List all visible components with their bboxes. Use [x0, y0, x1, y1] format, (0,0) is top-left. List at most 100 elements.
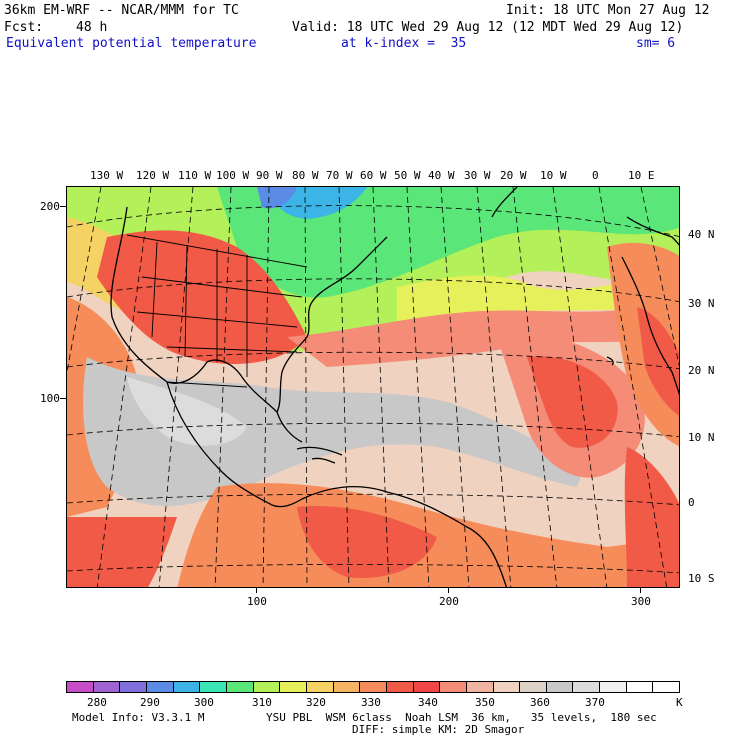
grid-x-tick	[640, 588, 641, 593]
atlantic-warm-core	[527, 356, 618, 448]
colorbar-swatch	[626, 682, 654, 692]
colorbar-swatch	[360, 682, 387, 692]
parallel-40n	[67, 205, 679, 237]
grid-y-tick	[60, 398, 66, 399]
graticule	[67, 187, 679, 587]
colorbar-label: 280	[87, 696, 107, 709]
gulf-of-guinea-warm	[624, 447, 679, 587]
colorbar-label: 340	[418, 696, 438, 709]
parallel-20n	[67, 351, 679, 370]
colorbar-swatch	[386, 682, 414, 692]
amazon-warm	[297, 506, 437, 578]
lon-label: 120 W	[136, 169, 170, 182]
lon-label: 60 W	[360, 169, 387, 182]
lon-label: 70 W	[326, 169, 353, 182]
colorbar-swatch	[253, 682, 281, 692]
colorbar-swatch	[173, 682, 201, 692]
meridian	[304, 187, 308, 587]
colorbar-swatch	[413, 682, 441, 692]
meridian	[598, 187, 668, 587]
colorbar-swatch	[440, 682, 467, 692]
dry-core	[127, 377, 247, 446]
smoothing-info: sm= 6	[636, 36, 676, 51]
lat-label: 10 S	[688, 572, 715, 585]
colorbar-swatch	[120, 682, 147, 692]
cuba-coast	[296, 446, 343, 456]
lon-label: 10 E	[628, 169, 655, 182]
parallel-30n	[67, 278, 679, 303]
grid-x-label: 300	[631, 595, 651, 608]
warm-sector-us	[97, 230, 307, 365]
colorbar-swatch	[653, 682, 680, 692]
colorbar-swatch	[306, 682, 334, 692]
colorbar-swatch	[67, 682, 94, 692]
colorbar-swatch	[493, 682, 521, 692]
lon-label: 90 W	[256, 169, 283, 182]
central-america-coast	[166, 381, 303, 508]
colorbar-label: 300	[194, 696, 214, 709]
cold-pool-core	[257, 187, 297, 209]
east-pacific-warm	[67, 517, 177, 587]
hispaniola-coast	[311, 457, 336, 464]
colorbar-swatch	[520, 682, 547, 692]
init-time: Init: 18 UTC Mon 27 Aug 12	[506, 3, 710, 18]
colorbar-unit: K	[676, 696, 683, 709]
colorbar-swatch	[466, 682, 494, 692]
grid-x-tick	[256, 588, 257, 593]
lat-label: 20 N	[688, 364, 715, 377]
colorbar-swatch	[573, 682, 601, 692]
color-scale-bar	[66, 681, 680, 693]
valid-time: Valid: 18 UTC Wed 29 Aug 12 (12 MDT Wed …	[292, 20, 684, 35]
lon-label: 130 W	[90, 169, 124, 182]
lon-label: 20 W	[500, 169, 527, 182]
parallel-10n	[67, 422, 679, 438]
political-borders	[126, 234, 308, 388]
subtropical-ribbon	[287, 307, 679, 367]
lon-label: 110 W	[178, 169, 212, 182]
florida-coast	[276, 411, 303, 443]
iberia-coast	[626, 216, 679, 246]
lon-label: 40 W	[428, 169, 455, 182]
level-info: at k-index = 35	[341, 36, 467, 51]
physics-info: YSU PBL WSM 6class Noah LSM 36 km, 35 le…	[266, 711, 657, 724]
colorbar-label: 360	[530, 696, 550, 709]
north-america-coast	[110, 206, 388, 414]
forecast-hour: 48 h	[76, 20, 108, 35]
meridian	[406, 187, 430, 587]
meridian	[96, 187, 152, 587]
meridian	[214, 187, 232, 587]
colorbar-label: 350	[475, 696, 495, 709]
grid-y-label: 100	[40, 392, 60, 405]
lon-label: 50 W	[394, 169, 421, 182]
model-title: 36km EM-WRF -- NCAR/MMM for TC	[4, 3, 239, 18]
lat-label: 0	[688, 496, 695, 509]
forecast-label: Fcst:	[4, 20, 44, 35]
colorbar-label: 320	[306, 696, 326, 709]
colorbar-swatch	[600, 682, 627, 692]
meridian	[262, 187, 270, 587]
colorbar-swatch	[200, 682, 227, 692]
grid-x-label: 100	[247, 595, 267, 608]
lon-label: 100 W	[216, 169, 250, 182]
field-name: Equivalent potential temperature	[6, 36, 257, 51]
parallel-10s	[67, 564, 679, 574]
meridian	[552, 187, 608, 587]
diffusion-info: DIFF: simple KM: 2D Smagor	[352, 723, 525, 736]
cool-airmass-core	[217, 187, 679, 298]
colorbar-label: 310	[252, 696, 272, 709]
us-mexico-border	[166, 381, 248, 388]
meridian	[440, 187, 470, 587]
colorbar-swatch	[280, 682, 307, 692]
lon-label: 80 W	[292, 169, 319, 182]
colorbar-label: 290	[140, 696, 160, 709]
model-info: Model Info: V3.3.1 M	[72, 711, 205, 724]
grid-y-tick	[60, 206, 66, 207]
meridian	[512, 187, 558, 587]
meridian	[338, 187, 350, 587]
colorbar-swatch	[93, 682, 121, 692]
colorbar-label: 330	[361, 696, 381, 709]
grid-y-label: 200	[40, 200, 60, 213]
lat-label: 40 N	[688, 228, 715, 241]
south-america-coast	[301, 486, 508, 587]
colorbar-label: 370	[585, 696, 605, 709]
